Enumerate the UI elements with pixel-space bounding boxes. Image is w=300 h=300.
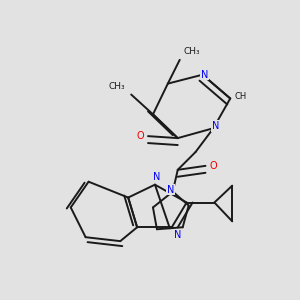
Text: N: N	[153, 172, 161, 182]
Text: N: N	[167, 184, 175, 195]
Text: O: O	[136, 131, 144, 141]
Text: CH: CH	[234, 92, 246, 101]
Text: CH₃: CH₃	[109, 82, 125, 91]
Text: N: N	[212, 121, 219, 131]
Text: N: N	[174, 230, 182, 240]
Text: CH₃: CH₃	[184, 47, 200, 56]
Text: N: N	[201, 70, 208, 80]
Text: O: O	[210, 161, 217, 171]
